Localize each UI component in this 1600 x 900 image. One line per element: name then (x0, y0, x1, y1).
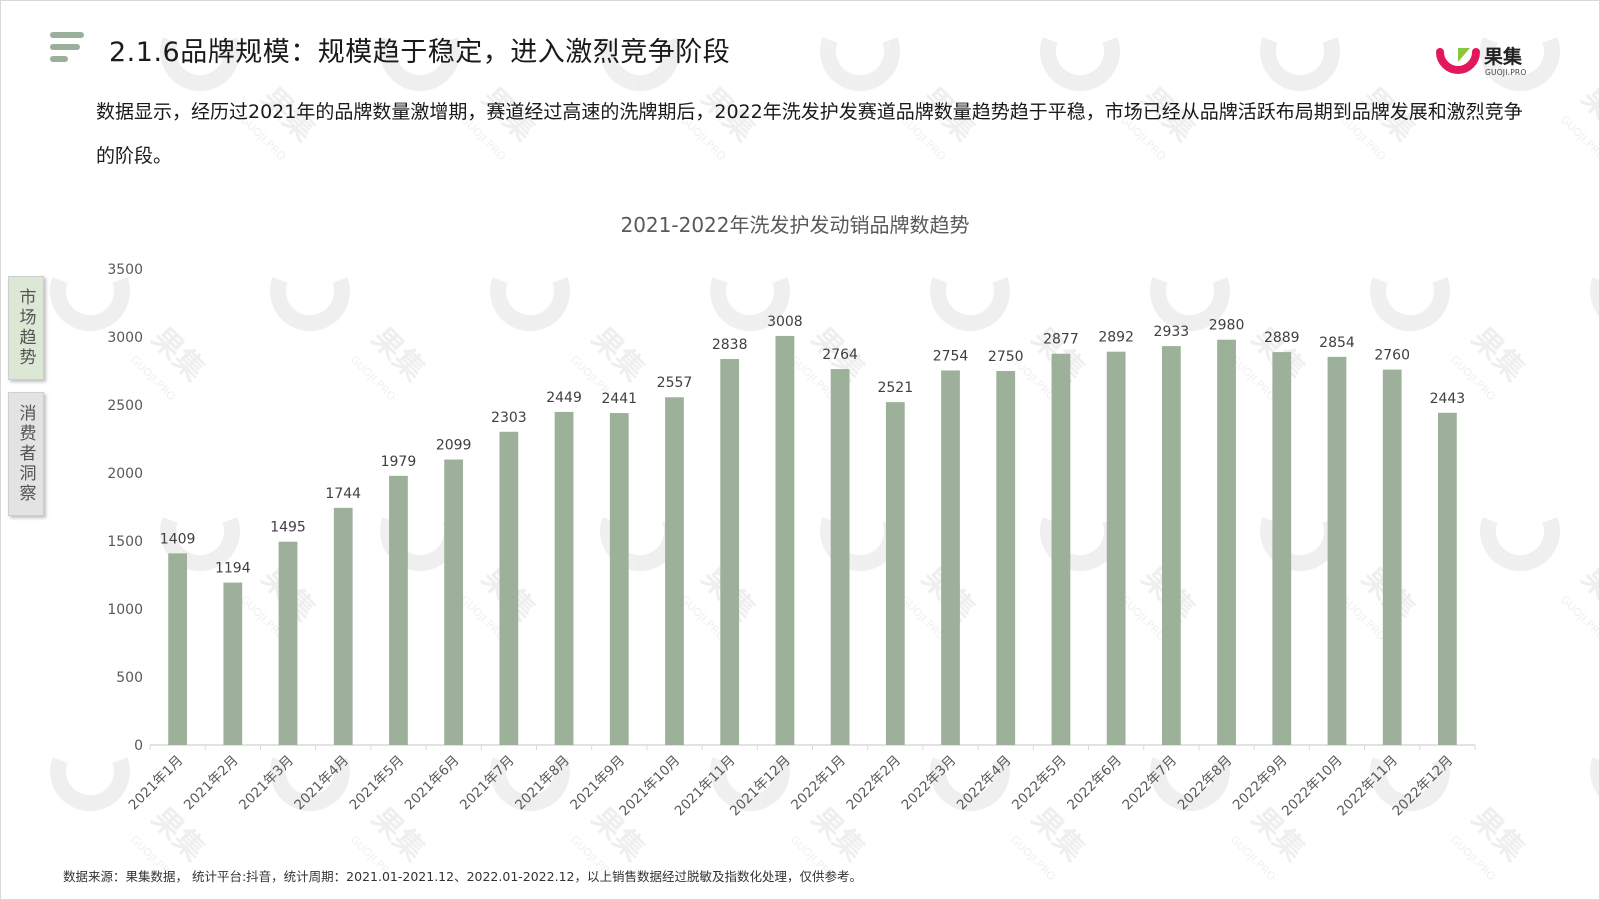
x-tick-label: 2022年6月 (1064, 753, 1125, 814)
logo-text: 果集 (1484, 46, 1523, 68)
bar (609, 413, 629, 745)
x-tick-label: 2022年8月 (1175, 753, 1236, 814)
bar-data-label: 3008 (767, 314, 803, 330)
bar-data-label: 2750 (988, 349, 1024, 365)
side-tab-consumer-insight[interactable]: 消费者洞察 (8, 392, 44, 516)
bar-data-label: 2449 (546, 390, 582, 406)
menu-lines-icon (50, 32, 86, 66)
bar-data-label: 1979 (381, 454, 417, 470)
y-tick-label: 1500 (107, 534, 143, 550)
bar-data-label: 1495 (270, 520, 306, 536)
x-tick-label: 2022年4月 (954, 753, 1015, 814)
bar-data-label: 2877 (1043, 332, 1079, 348)
x-tick-label: 2022年2月 (843, 753, 904, 814)
y-tick-label: 1000 (107, 602, 143, 618)
watermark-logo-icon (1040, 37, 1120, 92)
bar (775, 335, 795, 745)
bar-data-label: 2889 (1264, 330, 1300, 346)
bar (499, 431, 519, 745)
bar (389, 475, 408, 745)
watermark-subtext: GUOJI.PRO (1448, 833, 1499, 884)
y-tick-label: 3500 (107, 262, 143, 278)
intro-paragraph: 数据显示，经历过2021年的品牌数量激增期，赛道经过高速的洗牌期后，2022年洗… (96, 101, 1523, 167)
bar (1051, 353, 1071, 745)
watermark-subtext: GUOJI.PRO (1008, 833, 1059, 884)
brand-logo: 果集 GUOJI.PRO (1436, 42, 1546, 82)
x-tick-label: 2022年5月 (1009, 753, 1070, 814)
bar (1272, 352, 1292, 745)
logo-subtext: GUOJI.PRO (1485, 68, 1527, 77)
y-tick-label: 0 (134, 738, 143, 754)
bar (1382, 369, 1402, 745)
x-tick-label: 2022年3月 (899, 753, 960, 814)
y-tick-label: 2000 (107, 466, 143, 482)
bar (830, 369, 850, 745)
bar (1106, 351, 1126, 745)
bar-data-label: 2933 (1154, 324, 1190, 340)
bar-chart: 2021-2022年洗发护发动销品牌数趋势 0 500 1000 1500 2000 250… (107, 213, 1476, 819)
x-tick-label: 2022年7月 (1119, 753, 1180, 814)
bar-data-label: 1194 (215, 561, 251, 577)
bar (1438, 412, 1457, 745)
x-tick-label: 2021年6月 (402, 753, 463, 814)
y-tick-label: 500 (116, 670, 143, 686)
bar (941, 370, 960, 745)
y-tick-label: 3000 (107, 330, 143, 346)
bar (720, 359, 740, 745)
guoji-logo-icon (1436, 48, 1480, 74)
watermark-logo-icon (820, 37, 900, 92)
bar (665, 397, 684, 745)
watermark-subtext: GUOJI.PRO (1228, 833, 1279, 884)
bar-data-label: 2980 (1209, 318, 1245, 334)
x-tick-label: 2021年3月 (236, 753, 297, 814)
bar-data-label: 1744 (325, 486, 361, 502)
bar (278, 541, 298, 745)
watermark-subtext: GUOJI.PRO (1558, 113, 1600, 164)
bar (554, 411, 574, 745)
x-tick-label: 2021年4月 (291, 753, 352, 814)
x-tick-label: 2021年1月 (126, 753, 187, 814)
bar-data-label: 1409 (160, 531, 196, 547)
bar-data-label: 2099 (436, 438, 472, 454)
chart-title: 2021-2022年洗发护发动销品牌数趋势 (620, 213, 969, 237)
x-tick-label: 2022年1月 (788, 753, 849, 814)
x-tick-label: 2021年8月 (512, 753, 573, 814)
x-tick-label: 2021年7月 (457, 753, 518, 814)
data-source-footer: 数据来源：果集数据， 统计平台:抖音，统计周期：2021.01-2021.12、… (63, 869, 862, 884)
bar-data-label: 2303 (491, 410, 527, 426)
bar-data-label: 2854 (1319, 335, 1355, 351)
bar-data-label: 2557 (657, 375, 693, 391)
bar-data-label: 2521 (877, 380, 913, 396)
bar-data-label: 2760 (1374, 348, 1410, 364)
bar (168, 553, 187, 745)
bar-data-label: 2764 (822, 347, 858, 363)
bar (1217, 339, 1236, 745)
watermark-text: 果集 (1574, 81, 1600, 149)
bar-data-label: 2441 (601, 391, 637, 407)
bar (885, 402, 905, 745)
bar (333, 507, 353, 745)
side-tab-market-trend[interactable]: 市场趋势 (8, 276, 44, 380)
bar (1327, 356, 1347, 745)
bar (1161, 346, 1181, 745)
page-title: 2.1.6品牌规模：规模趋于稳定，进入激烈竞争阶段 (109, 37, 731, 68)
bar (444, 459, 464, 745)
bar-data-label: 2754 (933, 348, 969, 364)
bar-data-label: 2838 (712, 337, 748, 353)
x-tick-label: 2021年2月 (181, 753, 242, 814)
x-tick-label: 2021年5月 (346, 753, 407, 814)
bar (996, 371, 1016, 745)
bar-data-label: 2443 (1430, 391, 1466, 407)
bar-data-label: 2892 (1098, 330, 1134, 346)
bar (223, 582, 243, 745)
watermark-logo-icon (1260, 37, 1340, 92)
y-tick-label: 2500 (107, 398, 143, 414)
